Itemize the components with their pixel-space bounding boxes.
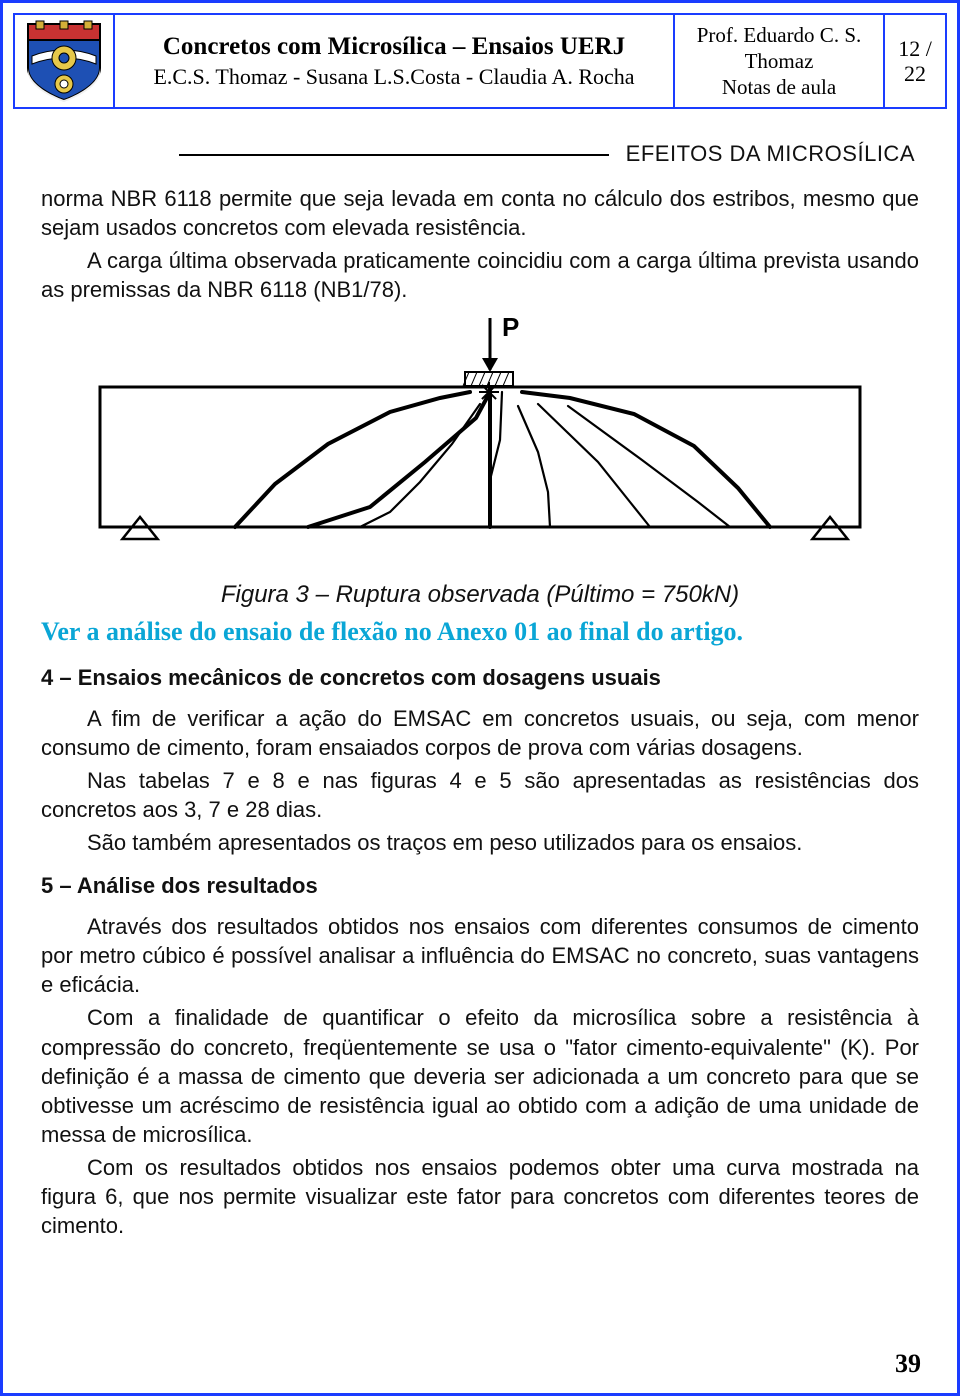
paragraph-4a: A fim de verificar a ação do EMSAC em co… [41,704,919,762]
annex-link[interactable]: Ver a análise do ensaio de flexão no Ane… [41,615,919,649]
header-page: 12 / 22 [885,15,945,107]
prof-line3: Notas de aula [722,74,836,100]
paragraph-2: A carga última observada praticamente co… [41,246,919,304]
header-center: Concretos com Microsílica – Ensaios UERJ… [115,15,675,107]
paragraph-5a: Através dos resultados obtidos nos ensai… [41,912,919,999]
paragraph-4c: São também apresentados os traços em pes… [41,828,919,857]
header-logo-cell [15,15,115,107]
figure-caption: Figura 3 – Ruptura observada (Púltimo = … [70,579,890,611]
heading-4: 4 – Ensaios mecânicos de concretos com d… [41,663,919,692]
rule-line [179,154,609,156]
shield-icon [22,18,106,104]
figure-3: P Figura 3 – Ruptura observada (Púltimo … [70,312,890,611]
prof-line2: Thomaz [745,48,814,74]
page-number: 39 [895,1349,921,1379]
paragraph-4b: Nas tabelas 7 e 8 e nas figuras 4 e 5 sã… [41,766,919,824]
page-indicator: 12 / 22 [885,36,945,87]
paragraph-1: norma NBR 6118 permite que seja levada e… [41,184,919,242]
svg-text:P: P [502,312,519,342]
header-prof: Prof. Eduardo C. S. Thomaz Notas de aula [675,15,885,107]
paragraph-5b: Com a finalidade de quantificar o efeito… [41,1003,919,1148]
header-title: Concretos com Microsílica – Ensaios UERJ [163,31,625,62]
content: EFEITOS DA MICROSÍLICA norma NBR 6118 pe… [13,109,947,1240]
section-title-row: EFEITOS DA MICROSÍLICA [41,139,915,168]
heading-5: 5 – Análise dos resultados [41,871,919,900]
prof-line1: Prof. Eduardo C. S. [697,22,862,48]
header-authors: E.C.S. Thomaz - Susana L.S.Costa - Claud… [153,62,634,92]
beam-diagram-icon: P [70,312,890,562]
page-frame: Concretos com Microsílica – Ensaios UERJ… [0,0,960,1396]
section-title: EFEITOS DA MICROSÍLICA [626,141,915,166]
paragraph-5c: Com os resultados obtidos nos ensaios po… [41,1153,919,1240]
header: Concretos com Microsílica – Ensaios UERJ… [13,13,947,109]
